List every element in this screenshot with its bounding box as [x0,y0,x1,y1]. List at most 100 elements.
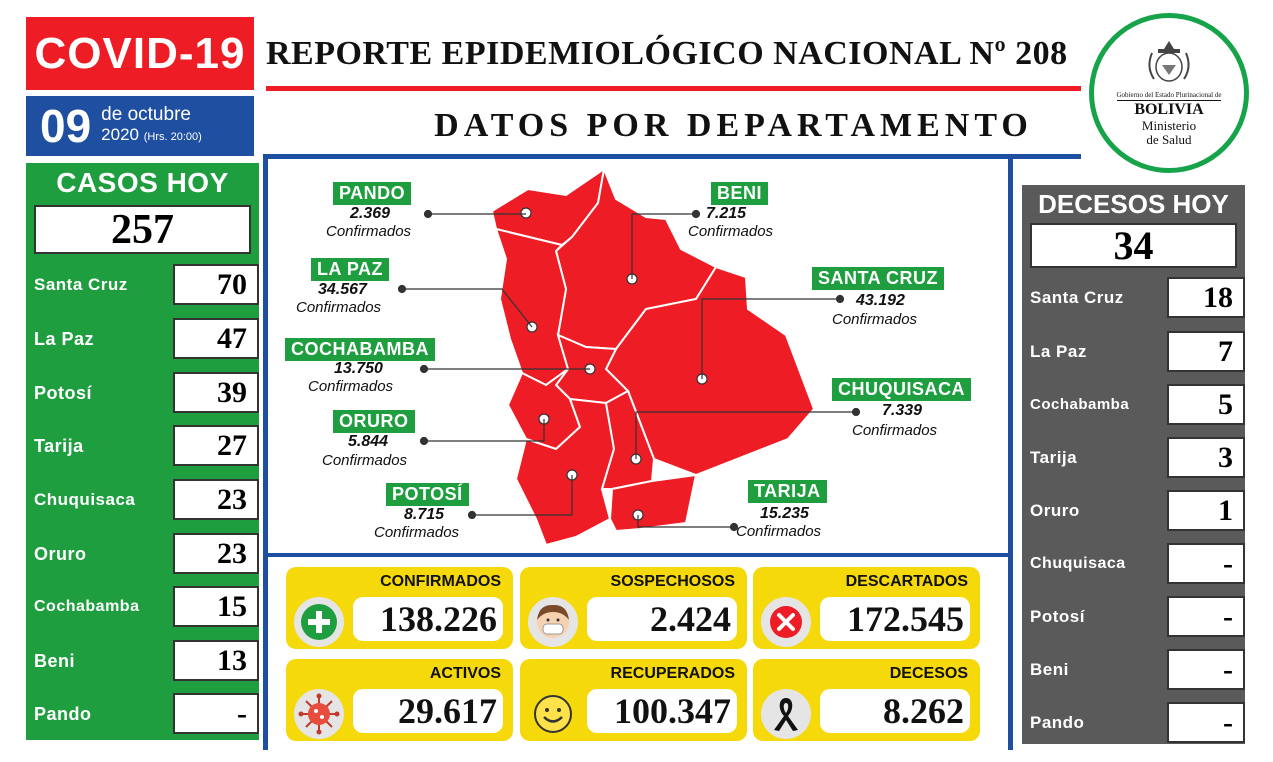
stat-value: 8.262 [820,689,970,733]
stat-card-recuperados: RECUPERADOS 100.347 [520,659,747,741]
dept-confirm-oruro: Confirmados [322,452,408,469]
decesos-row: Oruro 1 [1030,487,1245,534]
section-title: DATOS POR DEPARTAMENTO [434,107,1033,144]
casos-row: Chuquisaca 23 [34,476,259,523]
dept-confirm-chuquisaca: Confirmados [852,422,938,439]
logo-ministry-text: Ministerio de Salud [1141,118,1197,147]
divider-blue [266,154,1081,159]
casos-row-value: 47 [173,318,259,359]
dept-label-chuquisaca: CHUQUISACA [832,378,972,401]
dept-value-tarija: 15.235 [760,505,809,522]
decesos-row-label: Pando [1030,712,1085,732]
dept-value-oruro: 5.844 [348,433,389,450]
dept-value-chuquisaca: 7.339 [882,402,923,419]
decesos-row-value: - [1167,596,1245,637]
casos-row-label: Tarija [34,435,84,456]
date-year: 2020 [101,125,139,144]
dept-confirm-beni: Confirmados [688,223,774,240]
casos-row: La Paz 47 [34,315,259,362]
virus-icon [294,689,344,739]
casos-row-value: - [173,693,259,734]
leader-santa-cruz [701,298,840,379]
decesos-row: Potosí - [1030,593,1245,640]
decesos-hoy-title: DECESOS HOY [1038,189,1229,219]
bolivia-map [397,165,861,547]
ministry-logo: Gobierno del Estado Plurinacional de BOL… [1089,13,1249,173]
decesos-row-value: - [1167,649,1245,690]
decesos-row-value: - [1167,543,1245,584]
date-month: de octubre [101,104,191,125]
casos-row-value: 15 [173,586,259,627]
casos-hoy-total: 257 [34,205,251,254]
dept-value-pando: 2.369 [350,205,391,222]
covid-brand-box: COVID-19 [26,17,254,90]
leader-chuquisaca [635,411,856,459]
x-circle-icon [761,597,811,647]
casos-row-value: 23 [173,533,259,574]
stat-label: SOSPECHOSOS [610,573,735,590]
dept-label-pando: PANDO [333,182,412,205]
dept-label-cochabamba: COCHABAMBA [285,338,435,361]
stat-label: ACTIVOS [429,665,501,682]
stat-value: 100.347 [587,689,737,733]
decesos-row: Cochabamba 5 [1030,381,1245,428]
casos-row-label: La Paz [34,328,95,349]
casos-row-label: Oruro [34,543,87,564]
decesos-row: Santa Cruz 18 [1030,274,1245,321]
stat-card-confirmados: CONFIRMADOS 138.226 [286,567,513,649]
brand-text: COVID-19 [34,28,246,78]
casos-row-value: 27 [173,425,259,466]
stat-card-decesos: DECESOS 8.262 [753,659,980,741]
stat-card-activos: ACTIVOS 29.617 [286,659,513,741]
casos-row: Tarija 27 [34,422,259,469]
decesos-row-value: 3 [1167,437,1245,478]
casos-row-label: Santa Cruz [34,274,128,294]
dept-value-la-paz: 34.567 [318,281,367,298]
decesos-row: La Paz 7 [1030,328,1245,375]
dept-confirm-tarija: Confirmados [736,523,822,540]
decesos-row: Pando - [1030,699,1245,746]
casos-row: Potosí 39 [34,369,259,416]
decesos-row: Tarija 3 [1030,434,1245,481]
map-dot-pando [520,207,532,219]
decesos-row-label: Santa Cruz [1030,287,1124,307]
casos-hoy-title: CASOS HOY [56,167,229,198]
divider-blue-mid [266,553,1012,557]
stat-value: 29.617 [353,689,503,733]
leader-potosi [472,475,573,516]
dept-value-santa-cruz: 43.192 [856,292,905,309]
leader-oruro [424,419,545,442]
stat-value: 2.424 [587,597,737,641]
decesos-row-label: Chuquisaca [1030,554,1126,572]
leader-beni [631,213,696,279]
map-tarija [608,473,698,533]
decesos-row-value: 18 [1167,277,1245,318]
stat-label: RECUPERADOS [610,665,735,682]
divider-vertical-left [263,154,268,750]
date-box: 09 de octubre 2020 (Hrs. 20:00) [26,96,254,156]
dept-confirm-la-paz: Confirmados [296,299,382,316]
casos-row-label: Pando [34,703,92,724]
casos-hoy-panel: CASOS HOY 257 Santa Cruz 70 La Paz 47 Poto… [26,163,259,740]
dept-confirm-pando: Confirmados [326,223,412,240]
casos-row-value: 23 [173,479,259,520]
map-departments [490,165,816,547]
date-hour: (Hrs. 20:00) [143,131,202,143]
decesos-row-label: Oruro [1030,500,1080,520]
date-details: de octubre 2020 (Hrs. 20:00) [101,105,202,147]
leader-tarija [637,515,734,528]
dept-value-potosi: 8.715 [404,506,445,523]
casos-row-label: Cochabamba [34,597,140,615]
casos-row: Beni 13 [34,637,259,684]
dept-value-cochabamba: 13.750 [334,360,383,377]
decesos-row-label: La Paz [1030,341,1087,361]
decesos-hoy-panel: DECESOS HOY 34 Santa Cruz 18 La Paz 7 Coch… [1022,185,1245,744]
decesos-row-value: 5 [1167,384,1245,425]
dept-confirm-cochabamba: Confirmados [308,378,394,395]
casos-row-label: Potosí [34,382,93,403]
decesos-row-value: 1 [1167,490,1245,531]
decesos-hoy-total: 34 [1030,223,1237,268]
dept-label-santa-cruz: SANTA CRUZ [812,267,944,290]
date-year-row: 2020 (Hrs. 20:00) [101,125,202,147]
plus-icon [294,597,344,647]
